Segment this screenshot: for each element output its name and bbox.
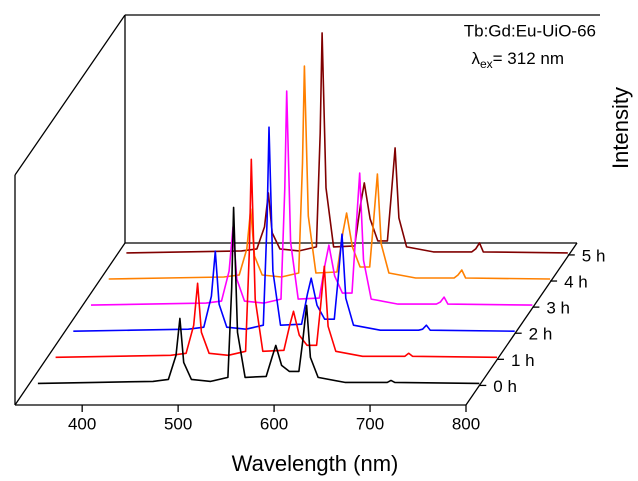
x-tick-label: 600 bbox=[260, 414, 288, 433]
spectrum-line bbox=[90, 90, 533, 306]
box-edge bbox=[14, 242, 126, 406]
y-axis-label: Intensity bbox=[608, 87, 633, 169]
spectrum-line bbox=[73, 126, 515, 332]
depth-tick-label: 4 h bbox=[564, 273, 588, 292]
x-tick-label: 700 bbox=[356, 414, 384, 433]
depth-tick-label: 3 h bbox=[546, 299, 570, 318]
x-tick-label: 500 bbox=[164, 414, 192, 433]
excitation-symbol: λ bbox=[471, 49, 480, 68]
depth-tick-label: 1 h bbox=[511, 351, 535, 370]
x-tick-label: 400 bbox=[68, 414, 96, 433]
x-tick-label: 800 bbox=[452, 414, 480, 433]
depth-tick-label: 0 h bbox=[493, 377, 517, 396]
depth-axis bbox=[465, 242, 578, 406]
depth-tick-label: 2 h bbox=[529, 325, 553, 344]
excitation-text: = 312 nm bbox=[493, 49, 564, 68]
spectrum-line bbox=[55, 158, 498, 359]
x-axis-label: Wavelength (nm) bbox=[232, 451, 399, 476]
depth-tick-label: 5 h bbox=[582, 246, 606, 265]
spectrum-line bbox=[37, 206, 480, 385]
excitation-subscript: ex bbox=[480, 57, 493, 71]
excitation-label: λex= 312 nm bbox=[471, 49, 564, 71]
annotation: Tb:Gd:Eu-UiO-66 bbox=[464, 21, 596, 40]
box-edge bbox=[14, 14, 126, 176]
